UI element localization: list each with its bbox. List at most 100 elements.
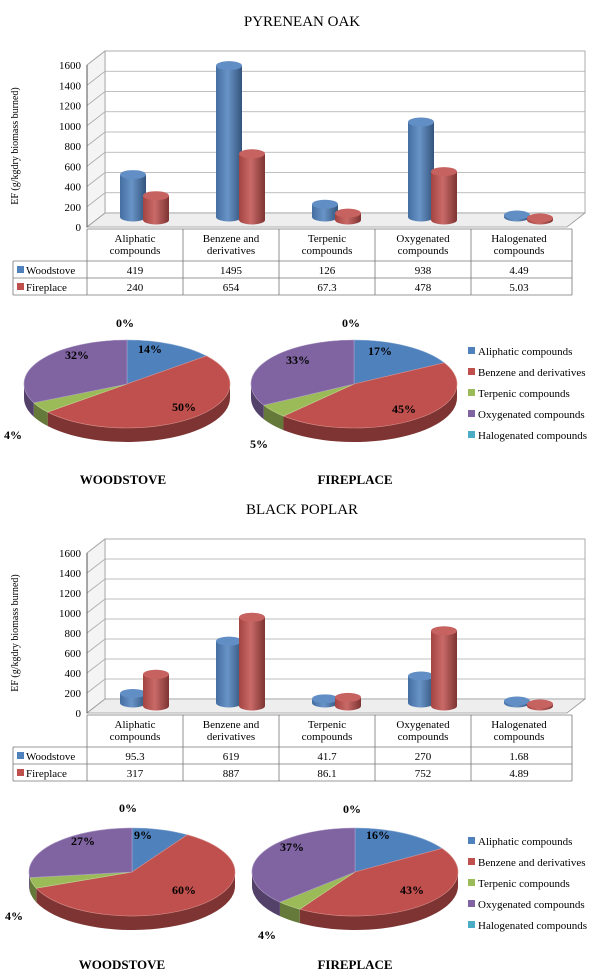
pie-percent-label: 43% bbox=[400, 883, 424, 897]
legend-label: Oxygenated compounds bbox=[478, 409, 585, 421]
legend-label: Aliphatic compounds bbox=[478, 346, 572, 358]
series-key-fireplace bbox=[17, 769, 24, 776]
category-label: Halogenated bbox=[491, 233, 547, 245]
pie-title: FIREPLACE bbox=[317, 472, 392, 487]
category-label: Terpenic bbox=[308, 233, 346, 245]
series-key-fireplace bbox=[17, 283, 24, 290]
data-value-label: 240 bbox=[127, 282, 144, 294]
legend-label: Aliphatic compounds bbox=[478, 836, 572, 848]
category-label: Halogenated bbox=[491, 719, 547, 731]
pie-slice-aliphatic-compounds bbox=[354, 827, 443, 873]
chart-title: PYRENEAN OAK bbox=[244, 14, 360, 30]
bar-chart-0: PYRENEAN OAK 0 200 400 600 800 1000 1200 1400 160… bbox=[10, 14, 587, 296]
bar-woodstove-1 bbox=[216, 636, 242, 708]
bar-fireplace-2 bbox=[335, 692, 361, 711]
legend-label: Halogenated compounds bbox=[478, 430, 587, 442]
pie-slice-oxygenated-compounds bbox=[28, 827, 133, 878]
pie-side-3 bbox=[24, 384, 34, 417]
data-value-label: 478 bbox=[415, 282, 432, 294]
data-value-label: 619 bbox=[223, 751, 240, 763]
data-value-label: 1.68 bbox=[509, 751, 529, 763]
bar-woodstove-0 bbox=[120, 170, 146, 222]
pie-side-3 bbox=[251, 384, 264, 420]
y-tick-label: 0 bbox=[76, 708, 82, 720]
pie-percent-label: 0% bbox=[116, 316, 134, 330]
legend-label: Halogenated compounds bbox=[478, 920, 587, 932]
gridline bbox=[86, 91, 585, 106]
legend-label: Terpenic compounds bbox=[478, 878, 570, 890]
data-value-label: 4.49 bbox=[509, 265, 529, 277]
category-label: compounds bbox=[302, 731, 353, 743]
y-tick-label: 200 bbox=[65, 202, 82, 214]
category-label: compounds bbox=[398, 245, 449, 257]
y-tick-label: 1600 bbox=[59, 548, 82, 560]
bar-woodstove-4 bbox=[504, 210, 530, 222]
category-label: derivatives bbox=[207, 245, 255, 257]
data-value-label: 95.3 bbox=[125, 751, 145, 763]
gridline bbox=[86, 50, 585, 66]
y-tick-label: 1000 bbox=[59, 121, 82, 133]
series-label: Fireplace bbox=[26, 768, 67, 780]
data-value-label: 41.7 bbox=[317, 751, 337, 763]
category-label: Oxygenated bbox=[396, 719, 450, 731]
data-value-label: 887 bbox=[223, 768, 240, 780]
bar-fireplace-4 bbox=[527, 699, 553, 711]
pie-slice-oxygenated-compounds bbox=[251, 827, 356, 903]
legend-label: Terpenic compounds bbox=[478, 388, 570, 400]
bar-fireplace-1 bbox=[239, 149, 265, 225]
pie-slice-benzene-and-derivatives bbox=[299, 848, 459, 917]
data-value-label: 270 bbox=[415, 751, 432, 763]
bar-woodstove-2 bbox=[312, 694, 338, 708]
y-tick-label: 800 bbox=[65, 628, 82, 640]
pie-slice-benzene-and-derivatives bbox=[46, 355, 231, 429]
pie-slice-oxygenated-compounds bbox=[23, 339, 128, 404]
pie-percent-label: 5% bbox=[250, 437, 268, 451]
legend-swatch bbox=[468, 921, 475, 928]
legend-label: Benzene and derivatives bbox=[478, 367, 586, 379]
pie-percent-label: 4% bbox=[5, 909, 23, 923]
bar-fireplace-3 bbox=[431, 626, 457, 711]
y-tick-label: 1400 bbox=[59, 568, 82, 580]
data-value-label: 654 bbox=[223, 282, 240, 294]
pie-chart-2: 17% 45% 5% 33% 0% FIREPLACE Aliphatic compound… bbox=[250, 316, 587, 487]
bar-fireplace-1 bbox=[239, 612, 265, 711]
legend-swatch bbox=[468, 389, 475, 396]
pie-percent-label: 9% bbox=[134, 828, 152, 842]
category-label: Benzene and bbox=[203, 233, 260, 245]
pie-slice-aliphatic-compounds bbox=[353, 339, 445, 385]
pie-legend: Aliphatic compounds Benzene and derivativ… bbox=[468, 836, 587, 932]
y-axis-label: EF (g/kgdry biomass burned) bbox=[10, 574, 21, 692]
bar-fireplace-0 bbox=[143, 191, 169, 225]
series-label: Fireplace bbox=[26, 282, 67, 294]
gridline bbox=[86, 638, 585, 654]
y-tick-label: 400 bbox=[65, 668, 82, 680]
data-value-label: 752 bbox=[415, 768, 432, 780]
legend-swatch bbox=[468, 837, 475, 844]
y-tick-label: 600 bbox=[65, 161, 82, 173]
pie-title: WOODSTOVE bbox=[80, 472, 166, 487]
pie-side-1 bbox=[47, 384, 231, 442]
pie-percent-label: 45% bbox=[392, 402, 416, 416]
bar-woodstove-1 bbox=[216, 61, 242, 222]
pie-slice-benzene-and-derivatives bbox=[282, 362, 458, 429]
gridline bbox=[86, 111, 585, 127]
gridline bbox=[86, 558, 585, 574]
y-tick-label: 1400 bbox=[59, 80, 82, 92]
pie-percent-label: 27% bbox=[71, 834, 95, 848]
pie-percent-label: 32% bbox=[65, 348, 89, 362]
pie-percent-label: 33% bbox=[286, 353, 310, 367]
data-value-label: 86.1 bbox=[317, 768, 336, 780]
legend-swatch bbox=[468, 368, 475, 375]
pie-percent-label: 4% bbox=[4, 428, 22, 442]
series-label: Woodstove bbox=[26, 751, 75, 763]
data-value-label: 938 bbox=[415, 265, 432, 277]
bar-woodstove-4 bbox=[504, 696, 530, 708]
pie-side-2 bbox=[33, 402, 48, 427]
pie-side-2 bbox=[29, 877, 37, 903]
y-tick-label: 600 bbox=[65, 648, 82, 660]
data-value-label: 5.03 bbox=[509, 282, 529, 294]
bar-fireplace-2 bbox=[335, 208, 361, 225]
pie-side-1 bbox=[283, 384, 457, 442]
